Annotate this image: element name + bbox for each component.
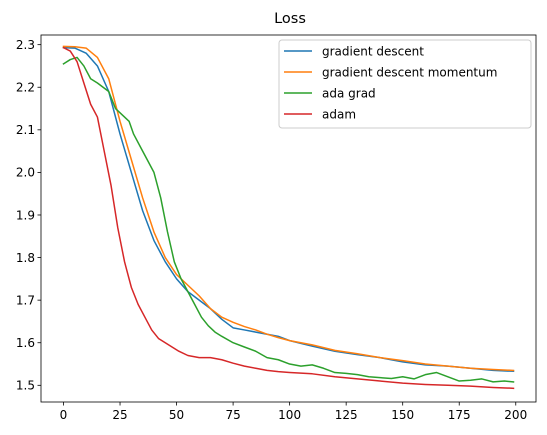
x-tick-label: 200 (504, 408, 527, 422)
series-line-gradient-descent-momentum (62, 45, 515, 372)
y-tick-label: 2.2 (16, 81, 35, 95)
y-tick-label: 1.8 (16, 251, 35, 265)
series-line-adam (62, 46, 515, 390)
x-tick-label: 175 (448, 408, 471, 422)
x-tick-label: 50 (169, 408, 184, 422)
legend-label: ada grad (322, 86, 376, 100)
y-tick-label: 2.1 (16, 123, 35, 137)
x-tick-label: 150 (391, 408, 414, 422)
legend-box (278, 39, 532, 129)
series-line-gradient-descent (62, 46, 515, 373)
x-tick-label: 75 (225, 408, 240, 422)
legend: gradient descent gradient descent momentu… (278, 39, 532, 129)
series-layer (62, 45, 515, 390)
axes-layer: 0 25 50 75 100 125 150 175 200 1.5 1.6 1.7 1.8 1.9 2.0… (16, 34, 537, 422)
axes-frame (40, 34, 537, 403)
legend-label: gradient descent momentum (322, 65, 497, 79)
y-tick-label: 2.3 (16, 38, 35, 52)
y-tick-label: 2.0 (16, 166, 35, 180)
series-line-ada-grad (62, 56, 515, 383)
legend-label: gradient descent (322, 44, 424, 58)
x-tick-label: 0 (60, 408, 68, 422)
chart-title: Loss (274, 11, 306, 27)
x-tick-label: 125 (335, 408, 358, 422)
legend-label: adam (322, 107, 356, 121)
x-tick-label: 25 (112, 408, 127, 422)
y-tick-label: 1.5 (16, 379, 35, 393)
y-tick-label: 1.9 (16, 208, 35, 222)
y-tick-label: 1.7 (16, 293, 35, 307)
x-tick-label: 100 (278, 408, 301, 422)
y-tick-label: 1.6 (16, 336, 35, 350)
